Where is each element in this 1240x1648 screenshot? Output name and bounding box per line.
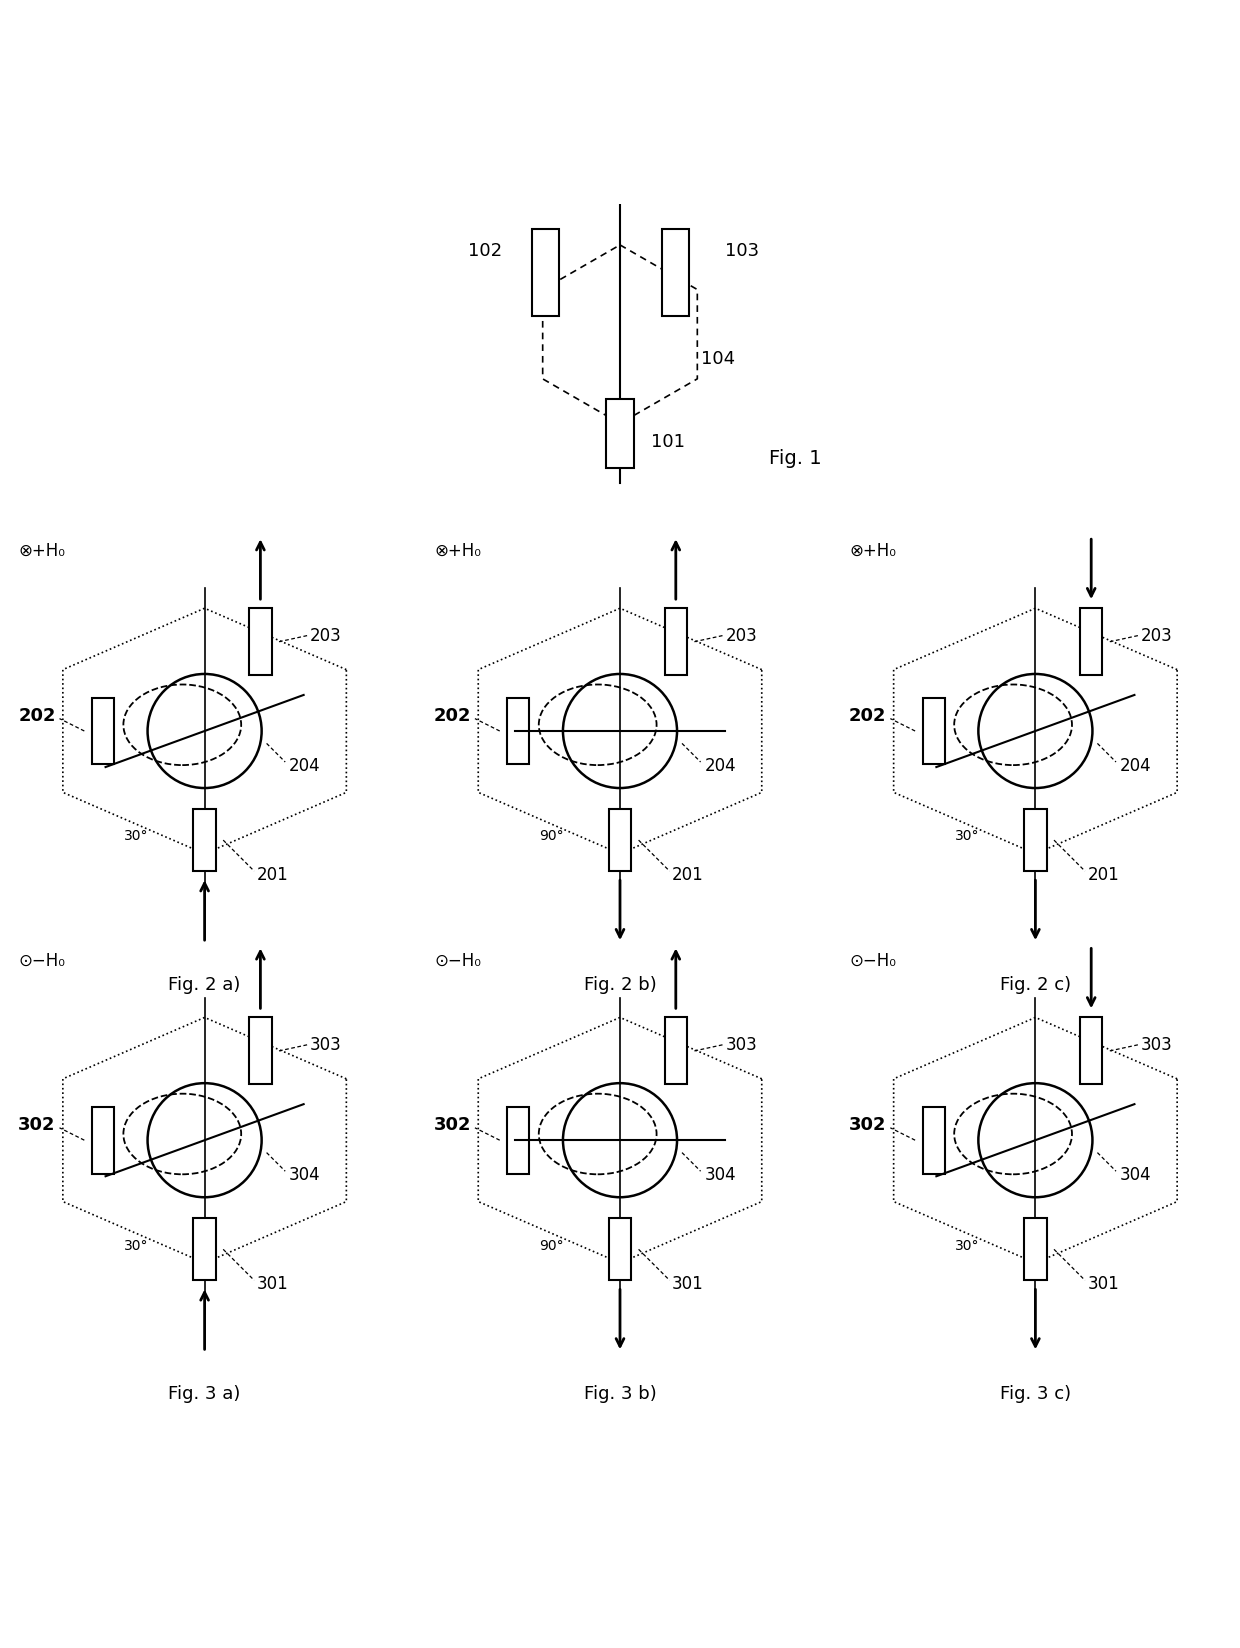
Bar	[1080, 1017, 1102, 1084]
Text: 101: 101	[651, 433, 684, 452]
Bar	[923, 1107, 945, 1173]
Text: Fig. 3 c): Fig. 3 c)	[999, 1386, 1071, 1404]
Text: ⊙−H₀: ⊙−H₀	[434, 951, 481, 969]
Text: 303: 303	[310, 1035, 342, 1053]
Text: 201: 201	[672, 865, 704, 883]
Text: 303: 303	[725, 1035, 758, 1053]
Bar	[923, 697, 945, 765]
Text: 90°: 90°	[539, 1239, 564, 1252]
Text: 302: 302	[849, 1116, 887, 1134]
Text: 301: 301	[1087, 1276, 1120, 1294]
Text: 302: 302	[19, 1116, 56, 1134]
Text: 202: 202	[434, 707, 471, 725]
Bar	[507, 1107, 529, 1173]
Text: 104: 104	[701, 349, 735, 368]
Bar	[92, 1107, 114, 1173]
Text: 203: 203	[310, 626, 342, 644]
Text: Fig. 2 a): Fig. 2 a)	[169, 976, 241, 994]
Text: 203: 203	[725, 626, 758, 644]
Bar	[193, 1218, 216, 1280]
Text: Fig. 2 c): Fig. 2 c)	[999, 976, 1071, 994]
Text: 204: 204	[1120, 756, 1152, 775]
Text: 303: 303	[1141, 1035, 1173, 1053]
Text: Fig. 3 a): Fig. 3 a)	[169, 1386, 241, 1404]
Text: 30°: 30°	[955, 829, 980, 844]
Bar	[249, 608, 272, 676]
Text: 304: 304	[1120, 1165, 1152, 1183]
Text: 204: 204	[289, 756, 321, 775]
Bar	[1080, 608, 1102, 676]
Text: 202: 202	[849, 707, 887, 725]
Text: 301: 301	[257, 1276, 289, 1294]
Text: Fig. 2 b): Fig. 2 b)	[584, 976, 656, 994]
Text: 201: 201	[1087, 865, 1120, 883]
Text: 301: 301	[672, 1276, 704, 1294]
Text: 90°: 90°	[539, 829, 564, 844]
Bar	[609, 809, 631, 872]
Text: 204: 204	[704, 756, 737, 775]
Bar	[532, 229, 559, 316]
Bar	[193, 809, 216, 872]
Bar	[507, 697, 529, 765]
Bar	[609, 1218, 631, 1280]
Text: 201: 201	[257, 865, 289, 883]
Text: 202: 202	[19, 707, 56, 725]
Text: 102: 102	[467, 242, 502, 260]
Text: Fig. 3 b): Fig. 3 b)	[584, 1386, 656, 1404]
Bar	[249, 1017, 272, 1084]
Bar	[1024, 1218, 1047, 1280]
Text: 304: 304	[289, 1165, 321, 1183]
Text: Fig. 1: Fig. 1	[769, 448, 821, 468]
Bar	[92, 697, 114, 765]
Text: 30°: 30°	[955, 1239, 980, 1252]
Bar	[606, 399, 634, 468]
Text: 302: 302	[434, 1116, 471, 1134]
Bar	[1024, 809, 1047, 872]
Text: ⊗+H₀: ⊗+H₀	[849, 542, 897, 560]
Text: ⊗+H₀: ⊗+H₀	[434, 542, 481, 560]
Text: 30°: 30°	[124, 1239, 149, 1252]
Text: ⊗+H₀: ⊗+H₀	[19, 542, 66, 560]
Bar	[662, 229, 689, 316]
Bar	[665, 1017, 687, 1084]
Text: 30°: 30°	[124, 829, 149, 844]
Text: 304: 304	[704, 1165, 737, 1183]
Text: 103: 103	[725, 242, 760, 260]
Bar	[665, 608, 687, 676]
Text: ⊙−H₀: ⊙−H₀	[19, 951, 66, 969]
Text: 203: 203	[1141, 626, 1173, 644]
Text: ⊙−H₀: ⊙−H₀	[849, 951, 897, 969]
